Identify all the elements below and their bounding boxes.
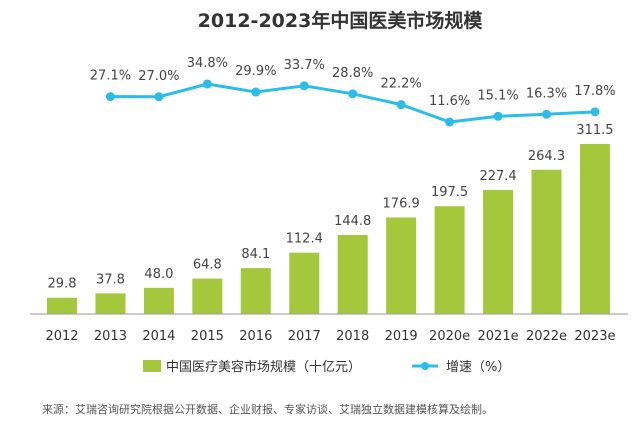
bar-label-2023e: 311.5	[576, 123, 613, 138]
bar-2020e	[434, 206, 465, 314]
rate-label-2020e: 11.6%	[429, 94, 470, 109]
growth-point-2015	[202, 79, 212, 89]
x-tick-2014: 2014	[142, 329, 175, 344]
x-tick-2021e: 2021e	[478, 329, 519, 344]
rate-label-2022e: 16.3%	[526, 86, 567, 101]
bar-2021e	[483, 189, 514, 314]
bar-2014	[143, 287, 174, 314]
bar-2016	[240, 268, 271, 314]
rate-label-2015: 34.8%	[187, 56, 228, 71]
chart-title: 2012-2023年中国医美市场规模	[198, 9, 484, 32]
legend-line-label: 增速（%）	[446, 360, 510, 375]
bar-2018	[337, 234, 368, 314]
x-tick-2023e: 2023e	[574, 329, 615, 344]
bar-label-2017: 112.4	[286, 232, 323, 247]
bar-2023e	[579, 144, 610, 314]
bar-value-labels: 29.8 37.8 48.0 64.8 84.1 112.4 144.8 176.9 197.5…	[48, 123, 614, 292]
rate-label-2018: 28.8%	[332, 66, 373, 81]
growth-line-series	[105, 79, 600, 127]
bar-label-2020e: 197.5	[431, 185, 468, 200]
x-tick-2018: 2018	[336, 329, 369, 344]
bar-2015	[192, 278, 223, 314]
x-tick-2015: 2015	[191, 329, 224, 344]
legend-line-marker	[421, 362, 429, 370]
growth-point-2022e	[542, 109, 551, 119]
x-tick-2019: 2019	[385, 329, 418, 344]
x-tick-2016: 2016	[239, 329, 272, 344]
growth-point-2017	[299, 81, 309, 91]
bar-label-2018: 144.8	[334, 214, 371, 229]
growth-point-2019	[396, 100, 406, 110]
x-tick-2013: 2013	[94, 329, 127, 344]
rate-label-2013: 27.1%	[90, 69, 131, 84]
bar-2013	[95, 293, 126, 314]
x-tick-2020e: 2020e	[429, 329, 470, 344]
growth-point-2020e	[445, 117, 455, 127]
bar-label-2016: 84.1	[241, 247, 270, 262]
x-tick-2012: 2012	[45, 329, 78, 344]
bar-label-2012: 29.8	[48, 277, 77, 292]
rate-label-2017: 33.7%	[284, 58, 325, 73]
bar-label-2014: 48.0	[144, 267, 173, 282]
bar-label-2013: 37.8	[96, 272, 125, 287]
bar-2012	[47, 297, 77, 314]
bar-label-2021e: 227.4	[479, 169, 516, 184]
growth-rate-labels: 27.1% 27.0% 34.8% 29.9% 33.7% 28.8% 22.2% 11.6%…	[90, 56, 616, 109]
source-note: 来源：艾瑞咨询研究院根据公开数据、企业财报、专家访谈、艾瑞独立数据建模核算及绘制…	[42, 402, 493, 416]
growth-point-2014	[154, 92, 164, 102]
bar-label-2019: 176.9	[383, 196, 420, 211]
x-axis-ticks: 2012 2013 2014 2015 2016 2017 2018 2019 2020e 202…	[45, 329, 615, 344]
bar-2017	[289, 252, 320, 314]
bar-2022e	[531, 169, 562, 314]
growth-point-2023e	[590, 107, 600, 117]
legend-bar-swatch	[143, 360, 161, 372]
growth-point-2018	[348, 89, 358, 99]
legend-bar-label: 中国医疗美容市场规模（十亿元）	[166, 359, 361, 375]
rate-label-2014: 27.0%	[138, 69, 179, 84]
bar-2019	[386, 217, 417, 314]
growth-point-2013	[105, 92, 115, 102]
legend: 中国医疗美容市场规模（十亿元） 增速（%）	[143, 359, 510, 375]
rate-label-2016: 29.9%	[235, 64, 276, 79]
rate-label-2023e: 17.8%	[574, 84, 615, 99]
x-tick-2022e: 2022e	[526, 329, 567, 344]
growth-point-2016	[251, 87, 261, 97]
bar-label-2022e: 264.3	[528, 149, 565, 164]
growth-point-2021e	[493, 111, 503, 121]
rate-label-2019: 22.2%	[380, 77, 421, 92]
bar-series	[47, 144, 610, 314]
rate-label-2021e: 15.1%	[477, 88, 518, 103]
x-tick-2017: 2017	[288, 329, 321, 344]
bar-label-2015: 64.8	[193, 258, 222, 273]
